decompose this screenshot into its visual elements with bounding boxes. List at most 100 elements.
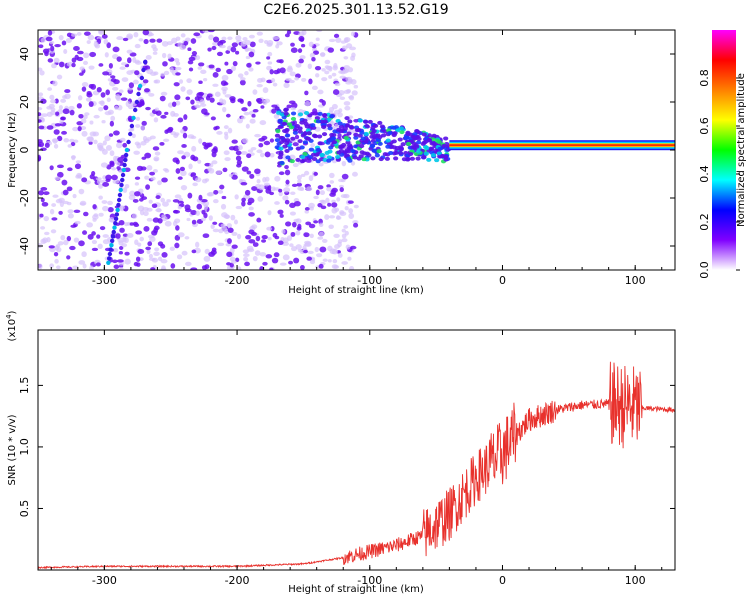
spectrogram-cell (334, 82, 341, 87)
streak-cell (114, 212, 120, 217)
spectrogram-cell (126, 49, 133, 54)
spectrogram-cell (320, 52, 326, 58)
spectrogram-cell (89, 120, 94, 125)
spectrogram-cell (215, 67, 221, 73)
spectrogram-cell (175, 61, 181, 66)
spectrogram-cell (295, 157, 301, 162)
spectrogram-cell (53, 251, 59, 257)
spectrogram-cell (188, 163, 193, 170)
colorbar-tick-label: 0.2 (698, 213, 711, 231)
spectrogram-cell (216, 130, 223, 135)
spectrogram-cell (40, 113, 48, 118)
spectrogram-cell (349, 46, 357, 51)
spectrogram-cell (111, 259, 118, 264)
spectrogram-cell (203, 204, 209, 210)
spectrogram-cell (118, 250, 123, 255)
spectrogram-cell (147, 32, 155, 37)
spectrogram-cell (229, 267, 234, 270)
streak-cell (139, 75, 145, 81)
spectrogram-cell (346, 131, 352, 136)
spectrogram-cell (96, 142, 104, 148)
spectrogram-cell (71, 57, 77, 63)
spectrogram-cell (184, 236, 190, 240)
spectrogram-cell (235, 50, 240, 55)
spectrogram-marks (38, 30, 675, 270)
spectrogram-cell (181, 250, 188, 256)
spectrogram-cell (315, 73, 320, 78)
streak-cell (109, 243, 114, 248)
spectrogram-cell (304, 90, 309, 96)
spectrogram-cell (82, 230, 88, 235)
spectrogram-cell (78, 240, 85, 247)
spectrogram-cell (250, 146, 257, 151)
spectrogram-cell (315, 37, 320, 42)
spectrogram-cell (273, 252, 280, 258)
streak-cell (123, 157, 128, 163)
spectrogram-cell (274, 175, 281, 182)
spectrogram-cell (324, 150, 330, 155)
spectrogram-cell (137, 205, 145, 212)
spectrogram-cell (256, 149, 263, 154)
spectrogram-cell (103, 38, 109, 45)
spectrogram-cell (145, 106, 151, 111)
spectrogram-cell (256, 179, 261, 184)
spectrogram-cell (293, 257, 300, 264)
spectrogram-cell (155, 195, 161, 200)
spectrogram-cell (198, 80, 203, 85)
spectrogram-cell (129, 222, 134, 226)
spectrogram-cell (236, 266, 242, 270)
spectrogram-cell (220, 223, 226, 228)
spectrogram-cell (175, 168, 181, 174)
spectrogram-cell (201, 265, 208, 270)
spectrogram-cell (73, 209, 81, 214)
spectrogram-cell (88, 65, 95, 70)
spectrogram-cell (177, 232, 185, 238)
streak-cell (113, 221, 118, 226)
spectrogram-cell (259, 120, 267, 126)
spectrogram-cell (149, 236, 156, 243)
snr-scale-factor: (x104) (5, 310, 18, 341)
spectrogram-cell (331, 140, 338, 145)
spectrogram-cell (273, 114, 280, 119)
spectrogram-cell (235, 35, 242, 42)
spectrogram-cell (236, 233, 242, 240)
spectrogram-cell (72, 193, 77, 199)
spectrogram-cell (107, 200, 113, 206)
spectrogram-cell (38, 107, 43, 111)
spectrogram-cell (230, 46, 237, 53)
spectrogram-cell (78, 72, 84, 76)
spectrogram-cell (146, 249, 151, 255)
streak-cell (137, 83, 143, 89)
spectrogram-cell (44, 142, 50, 148)
spectrogram-cell (86, 40, 91, 45)
spectrogram-cell (163, 138, 170, 142)
spectrogram-cell (255, 235, 261, 242)
spectrogram-cell (224, 214, 230, 219)
streak-cell (107, 251, 113, 257)
spectrogram-cell (279, 262, 287, 266)
y-tick-label: -20 (18, 189, 31, 207)
spectrogram-cell (91, 170, 96, 176)
spectrogram-cell (428, 147, 435, 152)
spectrogram-cell (421, 155, 427, 160)
streak-cell (117, 192, 123, 198)
spectrogram-cell (242, 249, 250, 254)
spectrogram-cell (132, 79, 139, 85)
spectrogram-cell (286, 30, 292, 35)
spectrogram-cell (38, 92, 44, 97)
spectrogram-cell (160, 197, 166, 203)
spectrogram-cell (331, 202, 338, 208)
spectrogram-cell (206, 192, 213, 197)
spectrogram-cell (67, 209, 74, 214)
spectrogram-cell (343, 135, 349, 140)
spectrogram-cell (307, 250, 314, 255)
spectrogram-cell (331, 103, 338, 110)
spectrogram-cell (72, 265, 79, 270)
spectrogram-cell (341, 228, 346, 233)
spectrogram-cell (415, 156, 421, 161)
spectrogram-cell (221, 36, 227, 41)
spectrogram-cell (173, 82, 180, 87)
spectrogram-cell (235, 155, 242, 162)
spectrogram-cell (74, 220, 81, 225)
spectrogram-cell (71, 62, 76, 68)
